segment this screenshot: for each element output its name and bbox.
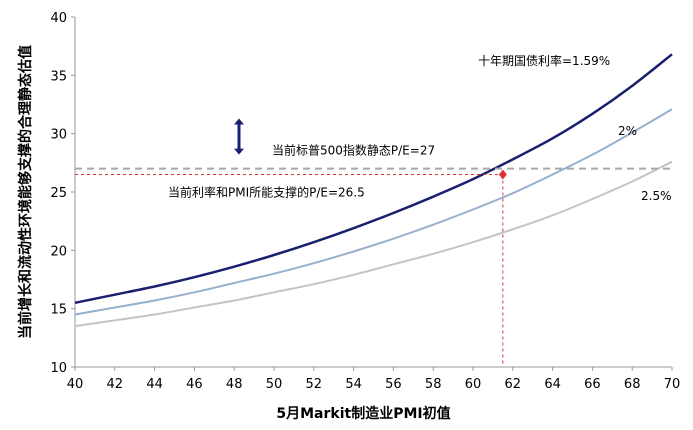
double-arrow-up-head <box>234 118 244 125</box>
x-tick-label: 60 <box>465 377 482 392</box>
x-tick-label: 66 <box>584 377 601 392</box>
supported-pe-marker <box>498 169 507 180</box>
series-label: 十年期国债利率=1.59% <box>478 53 610 68</box>
series-label: 2% <box>618 124 637 138</box>
x-tick-label: 50 <box>266 377 283 392</box>
y-tick-label: 20 <box>50 244 67 259</box>
series-label: 2.5% <box>641 189 672 203</box>
axes: 10 15 20 25 30 35 40 40 42 44 46 48 50 52 54 56 58 60 62 64… <box>17 11 680 422</box>
x-tick-label: 52 <box>306 377 323 392</box>
y-tick-label: 40 <box>50 11 67 26</box>
sp500-pe-label: 当前标普500指数静态P/E=27 <box>272 143 435 158</box>
series-line <box>74 53 673 305</box>
x-tick-label: 44 <box>146 377 163 392</box>
x-axis-title: 5月Markit制造业PMI初值 <box>276 405 450 422</box>
x-tick-label: 54 <box>345 377 362 392</box>
y-tick-label: 15 <box>50 303 67 318</box>
x-tick-label: 70 <box>664 377 681 392</box>
series-line <box>74 108 673 316</box>
x-tick-label: 40 <box>67 377 84 392</box>
y-tick-label: 30 <box>50 128 67 143</box>
x-tick-label: 68 <box>624 377 641 392</box>
series-line <box>74 160 673 328</box>
x-tick-label: 58 <box>425 377 442 392</box>
x-tick-label: 42 <box>107 377 124 392</box>
reference-layer <box>75 118 672 367</box>
y-axis-title: 当前增长和流动性环境能够支撑的合理静态估值 <box>17 45 34 339</box>
x-tick-label: 62 <box>505 377 522 392</box>
series-layer <box>74 53 673 328</box>
double-arrow-down-head <box>234 148 244 155</box>
supported-pe-label: 当前利率和PMI所能支撑的P/E=26.5 <box>168 185 365 200</box>
x-tick-label: 46 <box>186 377 203 392</box>
x-tick-label: 64 <box>544 377 561 392</box>
y-tick-label: 35 <box>50 69 67 84</box>
y-tick-label: 10 <box>50 361 67 376</box>
y-tick-label: 25 <box>50 186 67 201</box>
x-tick-label: 56 <box>385 377 402 392</box>
labels-layer: 当前标普500指数静态P/E=27 当前利率和PMI所能支撑的P/E=26.5 十年… <box>168 53 672 203</box>
x-tick-label: 48 <box>226 377 243 392</box>
